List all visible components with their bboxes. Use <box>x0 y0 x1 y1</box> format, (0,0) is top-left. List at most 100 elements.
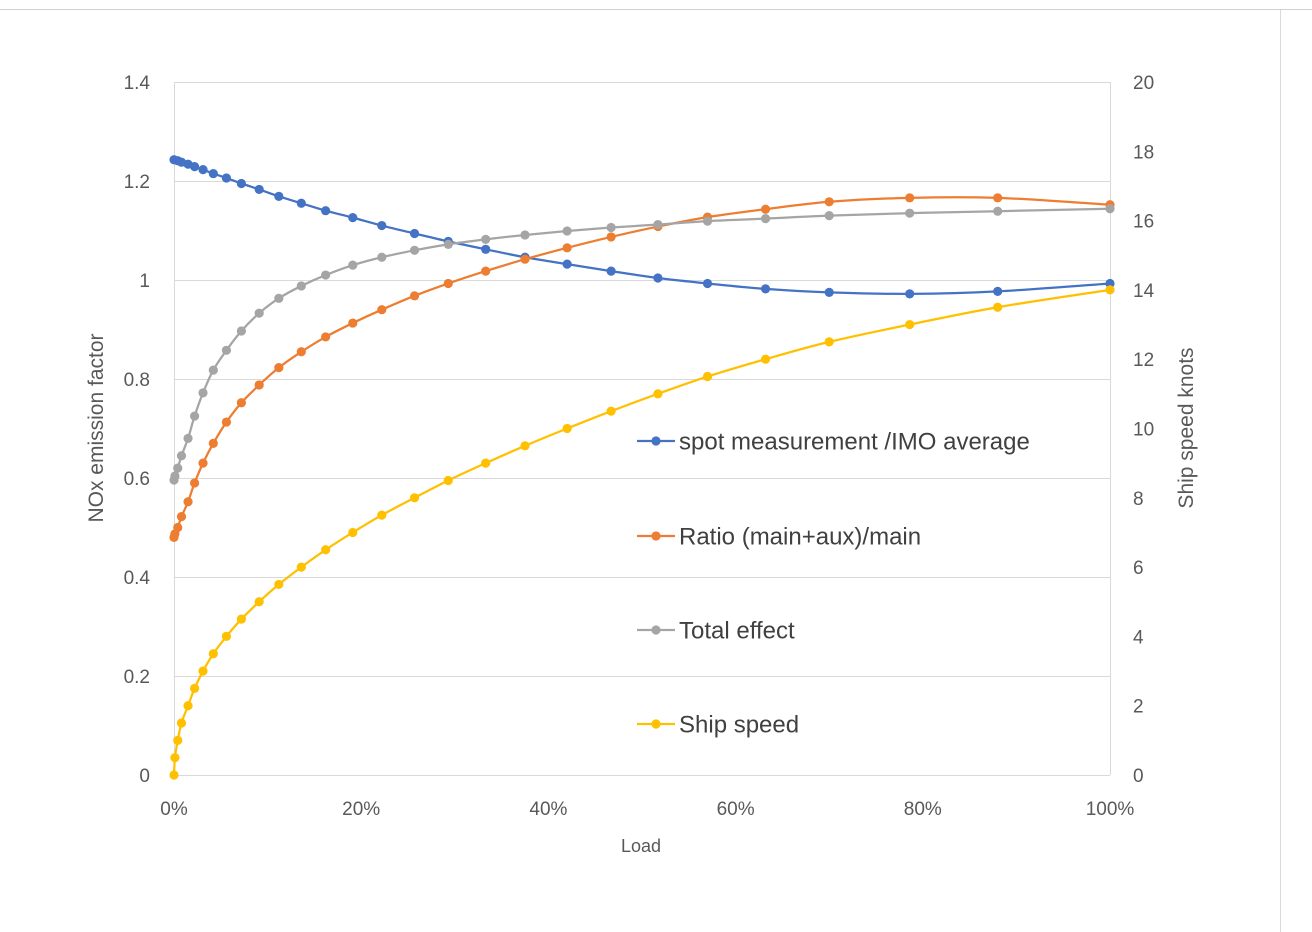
y-right-tick-label-7: 14 <box>1133 281 1155 302</box>
series-points-1 <box>169 193 1115 543</box>
series-3-point-5 <box>189 683 200 693</box>
legend: spot measurement /IMO average Ratio (main… <box>637 429 1030 739</box>
series-3-point-6 <box>198 666 208 676</box>
series-1-point-21 <box>606 232 616 242</box>
series-points-0 <box>169 155 1115 299</box>
y-right-tick-label-10: 20 <box>1133 73 1154 94</box>
series-1-point-25 <box>824 197 834 207</box>
y-right-tick-label-5: 10 <box>1133 420 1154 441</box>
series-2-point-4 <box>183 433 193 443</box>
series-3-point-16 <box>409 493 420 503</box>
series-0-point-15 <box>409 228 420 239</box>
series-0-point-19 <box>562 259 572 269</box>
y-right-tick-label-3: 6 <box>1133 558 1144 579</box>
y-left-tick-label-3: 0.6 <box>124 469 150 490</box>
series-1-point-27 <box>993 193 1003 203</box>
series-2-point-10 <box>254 308 264 318</box>
series-3-point-8 <box>221 631 232 642</box>
series-2-point-8 <box>221 345 232 355</box>
series-3-point-0 <box>169 770 179 780</box>
series-1-point-14 <box>348 318 358 328</box>
series-1-point-3 <box>176 512 187 522</box>
series-2-point-11 <box>274 293 284 303</box>
legend-item-0: spot measurement /IMO average <box>637 429 1030 456</box>
series-3-point-17 <box>443 475 453 486</box>
gridlines <box>174 82 1110 677</box>
series-2-point-6 <box>198 388 208 398</box>
series-1-point-9 <box>236 398 246 408</box>
series-2-point-26 <box>905 208 915 218</box>
series-2-point-3 <box>176 451 187 461</box>
legend-label-2: Total effect <box>679 618 795 645</box>
y-left-tick-label-7: 1.4 <box>124 73 151 94</box>
series-lines <box>172 158 1111 776</box>
y-left-tick-label-1: 0.2 <box>124 667 150 688</box>
series-3-point-24 <box>760 354 771 364</box>
y-right-tick-labels: 0 2 4 6 8 10 12 14 16 18 20 <box>1133 73 1155 787</box>
legend-marker-1 <box>651 531 661 541</box>
x-tick-label-0: 0% <box>160 799 188 820</box>
series-1-point-8 <box>221 417 232 427</box>
x-tick-labels: 0% 20% 40% 60% 80% 100% <box>160 799 1134 820</box>
series-2-point-15 <box>377 252 387 262</box>
series-2-point-18 <box>481 234 491 245</box>
series-points-2 <box>169 204 1115 485</box>
series-3-point-26 <box>905 319 915 330</box>
series-1-point-16 <box>409 291 420 301</box>
series-2-point-25 <box>824 211 834 221</box>
series-3-point-2 <box>173 735 183 745</box>
series-0-point-27 <box>1105 278 1115 289</box>
series-0-point-4 <box>189 162 200 172</box>
series-2-point-9 <box>236 326 246 336</box>
series-0-point-24 <box>824 287 834 297</box>
series-2-point-16 <box>409 245 420 255</box>
series-0-point-8 <box>236 178 246 189</box>
series-2-point-12 <box>296 281 306 291</box>
series-1-point-5 <box>189 478 200 488</box>
y-right-tick-label-8: 16 <box>1133 212 1154 233</box>
series-2-point-19 <box>520 230 530 240</box>
series-3-point-1 <box>170 753 180 763</box>
series-3-point-28 <box>1105 285 1115 295</box>
series-3-point-3 <box>176 718 187 728</box>
series-line-1 <box>172 196 1111 538</box>
series-2-point-2 <box>173 463 183 473</box>
y-left-tick-label-0: 0 <box>139 766 150 787</box>
y-right-axis-title: Ship speed knots <box>1175 347 1198 508</box>
series-0-point-26 <box>993 286 1003 296</box>
series-0-point-11 <box>296 198 306 208</box>
series-1-point-10 <box>254 380 264 390</box>
series-1-point-7 <box>208 438 218 448</box>
series-1-point-19 <box>520 254 530 264</box>
series-2-point-23 <box>702 216 713 226</box>
series-2-point-13 <box>321 270 331 280</box>
y-left-axis-title: NOx emission factor <box>85 333 108 522</box>
series-2-point-24 <box>760 214 771 224</box>
series-3-point-11 <box>274 579 284 590</box>
series-2-point-17 <box>443 239 453 249</box>
series-line-0 <box>173 158 1111 296</box>
legend-marker-2 <box>651 625 661 635</box>
series-0-point-21 <box>653 273 663 283</box>
y-left-tick-label-4: 0.8 <box>124 370 150 391</box>
series-1-point-18 <box>481 266 491 276</box>
x-tick-label-2: 40% <box>529 799 567 820</box>
series-3-point-18 <box>481 458 491 468</box>
series-2-point-14 <box>348 260 358 270</box>
series-2-point-20 <box>562 226 572 236</box>
series-points-3 <box>169 285 1115 780</box>
series-1-point-2 <box>173 522 183 533</box>
series-0-point-12 <box>321 206 331 216</box>
series-3-point-13 <box>321 545 331 555</box>
y-left-tick-label-6: 1.2 <box>124 172 150 193</box>
x-axis-title: Load <box>621 836 661 856</box>
x-tick-label-3: 60% <box>717 799 755 820</box>
legend-marker-0 <box>651 436 661 446</box>
series-3-point-21 <box>606 406 616 416</box>
series-0-point-14 <box>377 220 387 231</box>
series-0-point-5 <box>198 165 208 175</box>
series-2-point-1 <box>170 471 180 481</box>
axes <box>174 82 1111 776</box>
